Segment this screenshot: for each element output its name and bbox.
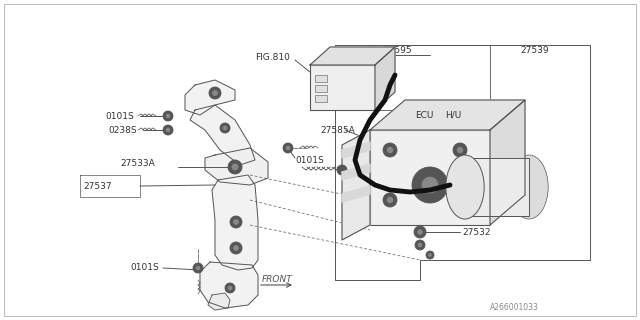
Polygon shape xyxy=(205,148,268,185)
Polygon shape xyxy=(342,164,370,180)
Circle shape xyxy=(228,160,242,174)
Circle shape xyxy=(212,91,218,95)
Polygon shape xyxy=(208,293,230,310)
Polygon shape xyxy=(212,175,258,270)
Polygon shape xyxy=(342,142,370,158)
Circle shape xyxy=(163,125,173,135)
Bar xyxy=(370,130,490,225)
Text: A266001033: A266001033 xyxy=(490,303,539,313)
Text: 0238S: 0238S xyxy=(108,125,136,134)
Bar xyxy=(315,75,327,82)
Ellipse shape xyxy=(510,155,548,219)
Circle shape xyxy=(196,266,200,270)
Circle shape xyxy=(283,143,293,153)
Circle shape xyxy=(417,229,422,235)
Text: 0101S: 0101S xyxy=(130,263,159,273)
Circle shape xyxy=(457,147,463,153)
Ellipse shape xyxy=(446,155,484,219)
Text: 0101S: 0101S xyxy=(295,156,324,164)
Bar xyxy=(465,158,529,216)
Circle shape xyxy=(415,240,425,250)
Circle shape xyxy=(234,220,239,225)
Circle shape xyxy=(220,123,230,133)
Circle shape xyxy=(453,193,467,207)
Bar xyxy=(310,65,375,110)
Text: 0101S: 0101S xyxy=(105,111,134,121)
Circle shape xyxy=(457,197,463,203)
Text: FIG.810: FIG.810 xyxy=(255,52,290,61)
Circle shape xyxy=(418,243,422,247)
Circle shape xyxy=(230,216,242,228)
Polygon shape xyxy=(370,100,525,130)
Polygon shape xyxy=(490,100,525,225)
Text: 27595: 27595 xyxy=(383,45,412,54)
Text: H/U: H/U xyxy=(445,110,461,119)
Circle shape xyxy=(228,286,232,290)
Circle shape xyxy=(193,263,203,273)
Circle shape xyxy=(163,111,173,121)
Circle shape xyxy=(225,283,235,293)
Circle shape xyxy=(166,114,170,118)
Circle shape xyxy=(426,251,434,259)
Circle shape xyxy=(453,143,467,157)
Polygon shape xyxy=(190,105,255,165)
Polygon shape xyxy=(310,47,395,65)
Text: 27533A: 27533A xyxy=(120,158,155,167)
Circle shape xyxy=(414,226,426,238)
Circle shape xyxy=(387,197,393,203)
Circle shape xyxy=(337,165,347,175)
Text: FRONT: FRONT xyxy=(262,276,292,284)
Polygon shape xyxy=(200,262,258,308)
Circle shape xyxy=(422,177,438,193)
Polygon shape xyxy=(342,186,370,202)
Polygon shape xyxy=(375,47,395,110)
Circle shape xyxy=(387,147,393,153)
Circle shape xyxy=(429,253,431,257)
Text: 27585A: 27585A xyxy=(320,125,355,134)
Circle shape xyxy=(232,164,238,170)
Circle shape xyxy=(223,126,227,130)
Circle shape xyxy=(412,167,448,203)
Circle shape xyxy=(234,245,239,251)
Polygon shape xyxy=(185,80,235,115)
Text: 27539: 27539 xyxy=(520,45,548,54)
Circle shape xyxy=(209,87,221,99)
Circle shape xyxy=(230,242,242,254)
Circle shape xyxy=(286,146,290,150)
Text: ECU: ECU xyxy=(415,110,433,119)
Bar xyxy=(315,85,327,92)
Text: 27537: 27537 xyxy=(83,181,111,190)
Bar xyxy=(315,95,327,102)
Text: 27532: 27532 xyxy=(462,228,490,236)
Circle shape xyxy=(383,193,397,207)
Circle shape xyxy=(383,143,397,157)
Circle shape xyxy=(166,128,170,132)
Polygon shape xyxy=(342,130,370,240)
